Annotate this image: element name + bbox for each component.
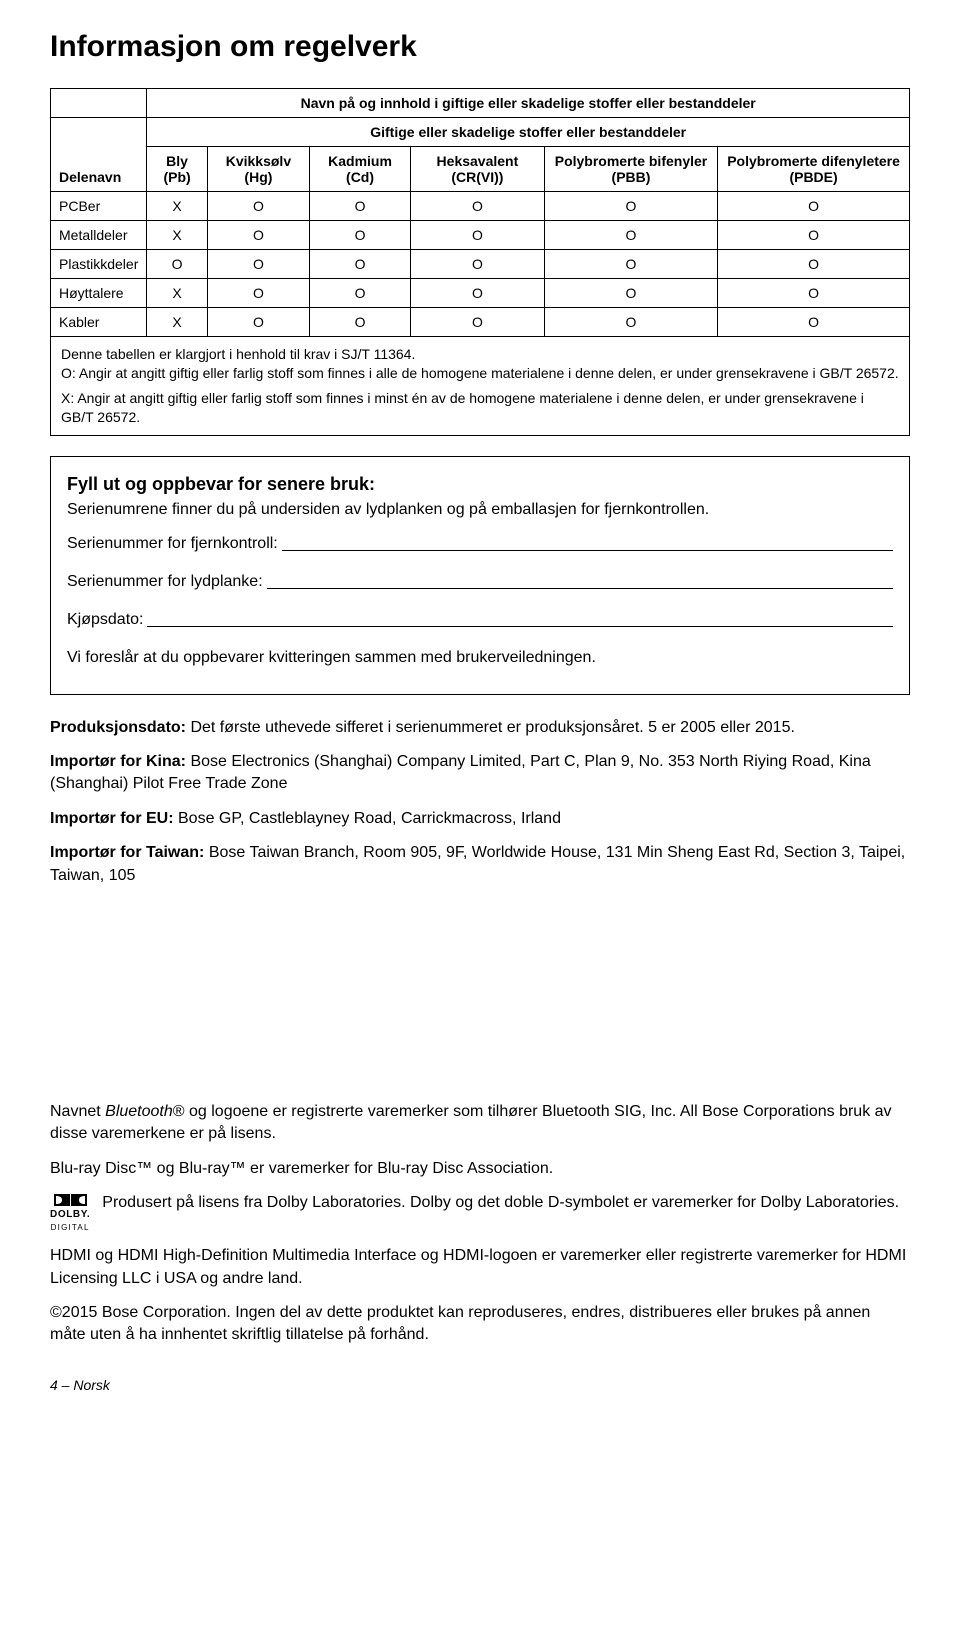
input-line[interactable] [267,570,893,589]
table-row: Kabler X O O O O O [51,308,910,337]
note-x: X: Angir at angitt giftig eller farlig s… [61,389,899,427]
importer-tw-label: Importør for Taiwan: [50,844,204,861]
table-row: PCBer X O O O O O [51,192,910,221]
form-intro: Serienumrene finner du på undersiden av … [67,501,709,518]
record-box: Fyll ut og oppbevar for senere bruk: Ser… [50,456,910,695]
col-cr: Heksavalent (CR(VI)) [410,147,544,192]
col-pb: Bly (Pb) [147,147,207,192]
col-hg: Kvikksølv (Hg) [207,147,309,192]
note-sjt: Denne tabellen er klargjort i henhold ti… [61,346,415,362]
dolby-trademark: DOLBY. DIGITAL Produsert på lisens fra D… [50,1192,910,1233]
importer-eu-label: Importør for EU: [50,810,174,827]
page-footer: 4 – Norsk [50,1377,910,1393]
col-cd: Kadmium (Cd) [310,147,411,192]
col-pbb: Polybromerte bifenyler (PBB) [544,147,717,192]
prod-date-label: Produksjonsdato: [50,719,186,736]
field-soundbar-serial: Serienummer for lydplanke: [67,570,893,594]
field-remote-serial: Serienummer for fjernkontroll: [67,532,893,556]
form-heading: Fyll ut og oppbevar for senere bruk: [67,474,375,494]
prod-date-text: Det første uthevede sifferet i serienumm… [186,719,795,736]
table-header-2: Giftige eller skadelige stoffer eller be… [147,118,910,147]
dolby-text: Produsert på lisens fra Dolby Laboratori… [102,1192,899,1214]
table-notes: Denne tabellen er klargjort i henhold ti… [50,337,910,436]
input-line[interactable] [147,608,893,627]
trademark-block: Navnet Bluetooth® og logoene er registre… [50,1101,910,1347]
col-pbde: Polybromerte difenyletere (PBDE) [718,147,910,192]
importer-block: Produksjonsdato: Det første uthevede sif… [50,717,910,887]
dolby-sub-text: DIGITAL [51,1222,90,1233]
importer-eu-text: Bose GP, Castleblayney Road, Carrickmacr… [174,810,561,827]
copyright-text: ©2015 Bose Corporation. Ingen del av det… [50,1302,910,1347]
dolby-logo-icon: DOLBY. DIGITAL [50,1192,90,1233]
dolby-brand-text: DOLBY. [50,1208,90,1222]
field-purchase-date: Kjøpsdato: [67,608,893,632]
bluray-trademark: Blu-ray Disc™ og Blu-ray™ er varemerker … [50,1158,910,1180]
hdmi-trademark: HDMI og HDMI High-Definition Multimedia … [50,1245,910,1290]
col-partname: Delenavn [51,118,147,192]
table-row: Metalldeler X O O O O O [51,221,910,250]
page-title: Informasjon om regelverk [50,30,910,64]
table-header-1: Navn på og innhold i giftige eller skade… [147,89,910,118]
note-o: O: Angir at angitt giftig eller farlig s… [61,365,899,381]
importer-china-label: Importør for Kina: [50,753,186,770]
substances-table: Navn på og innhold i giftige eller skade… [50,88,910,337]
table-row: Høyttalere X O O O O O [51,279,910,308]
form-outro: Vi foreslår at du oppbevarer kvitteringe… [67,646,893,670]
input-line[interactable] [282,532,893,551]
bluetooth-trademark: Navnet Bluetooth® og logoene er registre… [50,1101,910,1146]
table-row: Plastikkdeler O O O O O O [51,250,910,279]
